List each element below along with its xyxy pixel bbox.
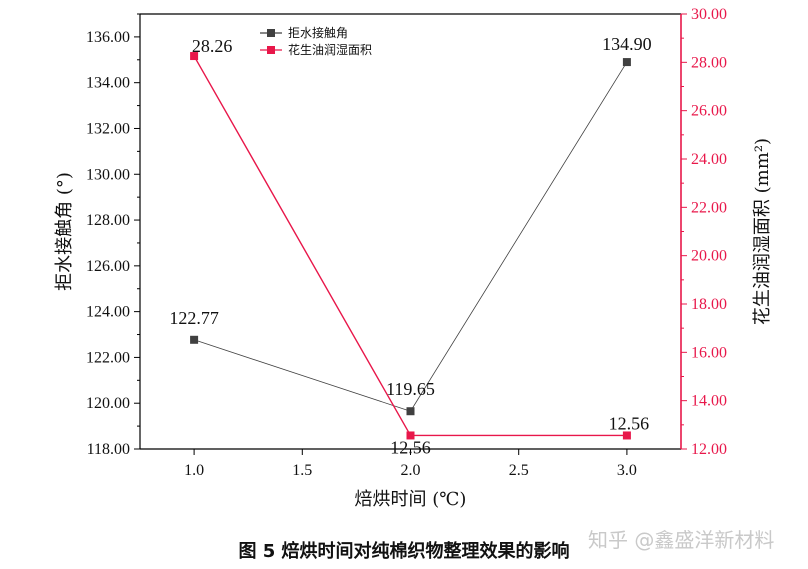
y-left-tick-label: 124.00 [86, 304, 130, 321]
y-left-tick-label: 118.00 [87, 441, 130, 458]
y-right-tick-label: 16.00 [691, 344, 727, 361]
axes-layer: 118.00 120.00 122.00 124.00 126.00 128.00 130.… [54, 6, 773, 510]
y-left-axis-title: 拒水接触角 (°) [54, 172, 75, 291]
y-right-tick-label: 26.00 [691, 103, 727, 120]
series-1-marker [190, 335, 199, 344]
y-left-tick-label: 120.00 [86, 395, 130, 412]
data-label: 28.26 [192, 36, 233, 56]
figure-caption: 图 5 焙烘时间对纯棉织物整理效果的影响 [238, 541, 570, 562]
y-left-tick-label: 134.00 [86, 75, 130, 92]
series-1-marker [406, 407, 415, 416]
x-tick-label: 2.5 [509, 462, 529, 479]
x-axis-title: 焙烘时间 (℃) [355, 489, 467, 510]
y-right-tick-label: 24.00 [691, 151, 727, 168]
y-left-tick-label: 132.00 [86, 120, 130, 137]
data-label: 122.77 [169, 308, 219, 328]
legend-label: 拒水接触角 [288, 25, 348, 40]
watermark-text: 知乎 @鑫盛洋新材料 [588, 528, 775, 552]
y-left-tick-label: 126.00 [86, 258, 130, 275]
y-left-tick-label: 130.00 [86, 166, 130, 183]
labels-layer: 122.77 119.65 134.90 28.26 12.56 12.56 [169, 34, 651, 457]
legend-label: 花生油润湿面积 [288, 42, 372, 57]
series-2-marker [406, 431, 415, 440]
y-right-tick-label: 22.00 [691, 199, 727, 216]
y-right-tick-label: 14.00 [691, 393, 727, 410]
x-tick-label: 3.0 [617, 462, 637, 479]
series-2-marker [622, 431, 631, 440]
y-left-tick-label: 136.00 [86, 29, 130, 46]
series-2-marker [190, 52, 199, 61]
data-label: 119.65 [386, 379, 435, 399]
data-label: 12.56 [609, 413, 650, 433]
x-tick-label: 1.5 [292, 462, 312, 479]
y-right-axis-title: 花生油润湿面积 (mm²) [752, 138, 773, 325]
y-left-tick-label: 128.00 [86, 212, 130, 229]
y-right-tick-label: 30.00 [691, 6, 727, 23]
legend-swatch-marker [267, 46, 275, 54]
data-label: 134.90 [602, 34, 652, 54]
y-right-tick-label: 28.00 [691, 54, 727, 71]
x-tick-label: 2.0 [401, 462, 421, 479]
series-1-marker [622, 58, 631, 67]
y-right-tick-label: 12.00 [691, 441, 727, 458]
x-tick-label: 1.0 [184, 462, 204, 479]
series-line-1 [193, 61, 628, 412]
legend-swatch-marker [267, 29, 275, 37]
y-right-tick-label: 18.00 [691, 296, 727, 313]
series-layer [190, 52, 631, 440]
y-left-tick-label: 122.00 [86, 349, 130, 366]
data-label: 12.56 [390, 437, 431, 457]
y-right-tick-label: 20.00 [691, 248, 727, 265]
